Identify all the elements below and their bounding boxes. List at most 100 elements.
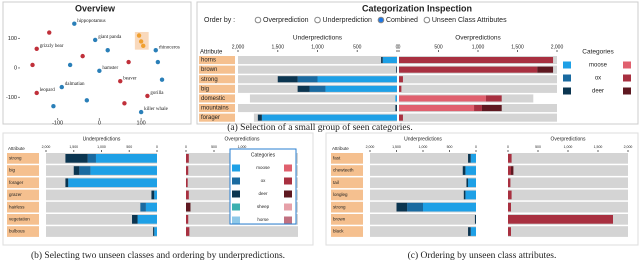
attribute-label[interactable]: forager bbox=[9, 180, 24, 185]
attribute-label[interactable]: grazer bbox=[9, 192, 22, 197]
radio-button[interactable] bbox=[254, 16, 262, 24]
attribute-label[interactable]: black bbox=[333, 229, 344, 234]
attribute-label[interactable]: forager bbox=[201, 115, 220, 121]
attribute-label[interactable]: strong bbox=[9, 156, 22, 161]
attribute-label[interactable]: bulbous bbox=[9, 229, 26, 234]
point[interactable] bbox=[105, 48, 110, 53]
under-total-bar bbox=[46, 214, 157, 225]
under-total-bar bbox=[238, 56, 397, 65]
point[interactable] bbox=[97, 68, 102, 74]
under-segment bbox=[297, 76, 318, 83]
over-total-bar bbox=[399, 75, 557, 84]
point[interactable] bbox=[155, 59, 161, 65]
legend-box bbox=[229, 148, 297, 225]
attribute-cell bbox=[199, 94, 235, 103]
attribute-label[interactable]: big bbox=[9, 168, 16, 173]
under-title: Underpredictions bbox=[293, 35, 343, 42]
point[interactable] bbox=[118, 78, 123, 84]
over-title: Overpredictions bbox=[224, 136, 260, 142]
legend-label[interactable]: ox bbox=[261, 178, 267, 183]
under-segment bbox=[407, 202, 423, 212]
under-segment bbox=[325, 85, 397, 92]
tick-label: 2,000 bbox=[366, 145, 375, 149]
attribute-label[interactable]: strong bbox=[333, 204, 346, 209]
point[interactable] bbox=[141, 43, 146, 49]
radio-button[interactable] bbox=[314, 16, 321, 24]
point[interactable] bbox=[126, 59, 131, 65]
over-segment bbox=[508, 190, 512, 200]
attribute-label[interactable]: fast bbox=[333, 156, 341, 161]
radio-label[interactable]: Overprediction bbox=[263, 17, 309, 24]
legend-label[interactable]: moose bbox=[589, 63, 608, 69]
attribute-label[interactable]: tail bbox=[333, 180, 339, 185]
tick-label: 0 bbox=[475, 145, 477, 149]
point[interactable] bbox=[145, 93, 150, 99]
attribute-label[interactable]: strong bbox=[201, 77, 218, 83]
legend-swatch bbox=[623, 74, 631, 82]
attribute-label[interactable]: vegetation bbox=[9, 217, 30, 222]
legend-swatch bbox=[563, 74, 571, 82]
point[interactable] bbox=[136, 33, 142, 38]
point[interactable] bbox=[34, 46, 39, 51]
point-label: leopard bbox=[40, 88, 55, 93]
under-segment bbox=[468, 178, 476, 188]
y-tick-label: 0 bbox=[14, 65, 17, 71]
under-segment bbox=[396, 66, 397, 73]
under-total-bar bbox=[370, 226, 476, 237]
attribute-label[interactable]: chewteeth bbox=[333, 168, 354, 173]
point[interactable] bbox=[138, 109, 144, 115]
under-segment bbox=[154, 227, 157, 236]
attribute-label[interactable]: mountains bbox=[201, 106, 229, 112]
point[interactable] bbox=[59, 84, 64, 90]
attribute-label[interactable]: brown bbox=[201, 67, 217, 73]
attribute-cell bbox=[199, 104, 235, 113]
under-segment bbox=[79, 166, 91, 175]
under-segment bbox=[87, 154, 96, 163]
attribute-label[interactable]: hairless bbox=[9, 204, 25, 209]
point[interactable] bbox=[47, 30, 52, 35]
legend-label[interactable]: ox bbox=[595, 76, 601, 82]
over-segment bbox=[481, 105, 502, 112]
legend-label[interactable]: deer bbox=[258, 191, 268, 196]
tick-label: 0 bbox=[396, 44, 399, 50]
point[interactable] bbox=[84, 98, 90, 103]
point[interactable] bbox=[72, 21, 77, 26]
point[interactable] bbox=[159, 77, 165, 82]
legend-label[interactable]: deer bbox=[592, 89, 604, 95]
point[interactable] bbox=[80, 53, 85, 59]
attribute-label[interactable]: big bbox=[201, 86, 209, 92]
attribute-label[interactable]: brown bbox=[333, 217, 346, 222]
under-segment bbox=[470, 154, 476, 163]
over-segment bbox=[474, 105, 482, 112]
attribute-label[interactable]: horns bbox=[201, 58, 216, 64]
point[interactable] bbox=[122, 101, 127, 106]
point[interactable] bbox=[153, 48, 158, 53]
radio-label[interactable]: Combined bbox=[386, 17, 418, 24]
under-segment bbox=[309, 85, 326, 92]
tick-label: 2,000 bbox=[551, 44, 564, 50]
radio-button[interactable] bbox=[423, 16, 431, 24]
radio-button[interactable] bbox=[377, 16, 385, 24]
attribute-cell bbox=[331, 165, 363, 176]
y-tick-label: -100 bbox=[6, 95, 17, 101]
legend-swatch bbox=[563, 61, 571, 69]
point[interactable] bbox=[30, 62, 35, 68]
over-segment bbox=[508, 166, 511, 175]
point[interactable] bbox=[67, 62, 73, 68]
attribute-label[interactable]: domestic bbox=[201, 96, 225, 102]
point[interactable] bbox=[34, 90, 39, 96]
point[interactable] bbox=[138, 39, 144, 44]
inspection-frame bbox=[196, 1, 639, 125]
point[interactable] bbox=[92, 37, 98, 43]
point[interactable] bbox=[51, 104, 56, 109]
legend-label[interactable]: moose bbox=[256, 165, 270, 170]
tick-label: 1,000 bbox=[472, 44, 485, 50]
radio-label[interactable]: Underprediction bbox=[323, 17, 373, 24]
legend-label[interactable]: sheep bbox=[257, 204, 270, 209]
legend-label[interactable]: horse bbox=[257, 217, 269, 222]
radio-label[interactable]: Unseen Class Attributes bbox=[432, 17, 507, 24]
under-segment bbox=[395, 105, 397, 112]
attribute-label[interactable]: longleg bbox=[333, 192, 348, 197]
over-segment bbox=[511, 166, 514, 175]
legend-swatch bbox=[284, 164, 292, 172]
